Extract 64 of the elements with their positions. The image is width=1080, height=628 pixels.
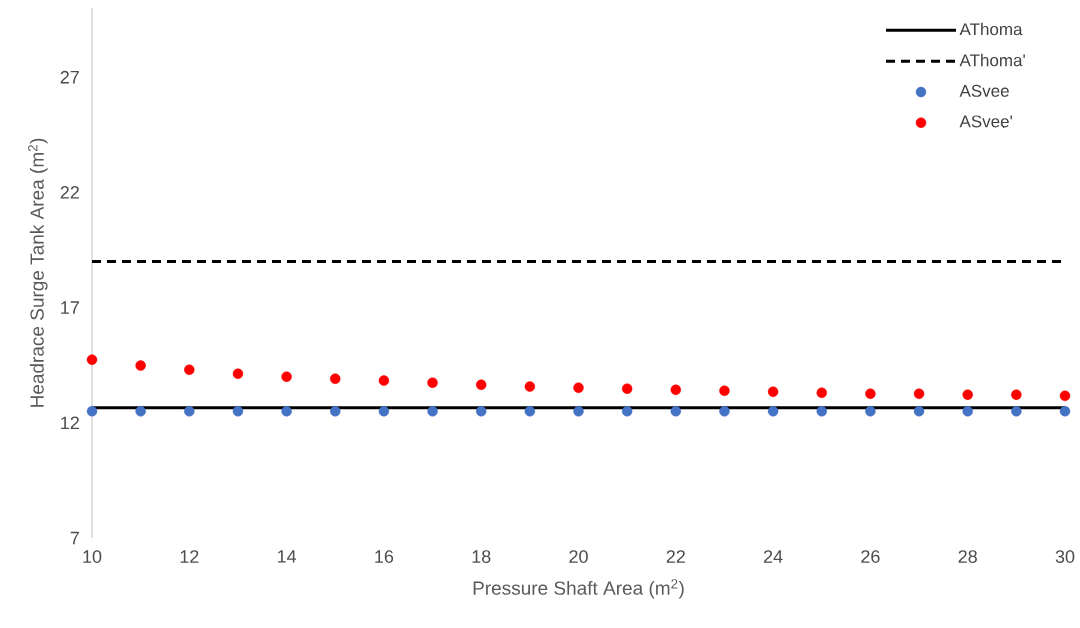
point bbox=[1059, 390, 1071, 402]
point bbox=[281, 406, 292, 417]
x-tick-label: 24 bbox=[764, 550, 783, 563]
y-tick-label: 12 bbox=[61, 416, 79, 430]
point bbox=[330, 373, 341, 384]
point bbox=[184, 406, 195, 417]
point bbox=[232, 368, 244, 379]
point bbox=[913, 388, 925, 399]
x-tick-label: 22 bbox=[666, 550, 685, 563]
point bbox=[86, 406, 98, 417]
legend-label: AThoma' bbox=[959, 53, 1025, 67]
point bbox=[281, 371, 292, 382]
point bbox=[670, 406, 681, 417]
point bbox=[573, 406, 584, 417]
point bbox=[1059, 406, 1071, 417]
x-tick-label: 18 bbox=[472, 550, 491, 563]
point bbox=[476, 406, 487, 417]
point bbox=[135, 360, 146, 371]
point bbox=[816, 387, 827, 399]
point bbox=[865, 388, 876, 399]
point bbox=[330, 406, 341, 417]
point bbox=[670, 384, 681, 396]
point bbox=[86, 354, 98, 365]
point bbox=[719, 406, 730, 417]
point bbox=[476, 379, 487, 390]
point bbox=[865, 406, 876, 417]
legend-label: ASvee bbox=[959, 84, 1009, 97]
point bbox=[232, 406, 244, 417]
y-tick-label: 17 bbox=[61, 301, 79, 314]
x-axis-title: Pressure Shaft Area (m$^{2}$) bbox=[473, 579, 684, 599]
point bbox=[427, 377, 438, 388]
point bbox=[816, 406, 827, 417]
point bbox=[427, 406, 438, 417]
x-tick-label: 10 bbox=[83, 550, 102, 563]
y-axis-title: Headrace Surge Tank Area (m$^{2}$) bbox=[28, 138, 48, 407]
point bbox=[962, 389, 973, 400]
y-tick-label: 27 bbox=[60, 70, 79, 84]
point bbox=[913, 406, 925, 417]
x-tick-label: 14 bbox=[277, 550, 297, 563]
point bbox=[135, 406, 146, 417]
y-tick-label: 7 bbox=[70, 531, 79, 545]
point bbox=[378, 375, 390, 386]
x-tick-label: 16 bbox=[375, 550, 394, 563]
x-tick-label: 20 bbox=[569, 550, 588, 563]
point bbox=[621, 383, 633, 394]
point bbox=[767, 406, 779, 417]
point bbox=[767, 386, 779, 397]
point bbox=[378, 406, 390, 417]
point bbox=[1011, 406, 1022, 417]
x-tick-label: 28 bbox=[958, 550, 977, 563]
point bbox=[573, 382, 584, 393]
point bbox=[621, 406, 633, 417]
point bbox=[1011, 389, 1022, 400]
legend-label: ASvee' bbox=[959, 115, 1012, 128]
point bbox=[962, 406, 973, 417]
y-tick-label: 22 bbox=[60, 186, 79, 199]
point bbox=[524, 406, 536, 417]
point bbox=[184, 364, 195, 375]
point bbox=[524, 381, 536, 392]
point bbox=[719, 385, 730, 396]
x-tick-label: 30 bbox=[1055, 550, 1075, 563]
x-tick-label: 12 bbox=[180, 550, 199, 563]
legend-label: AThoma bbox=[959, 22, 1023, 36]
x-tick-label: 26 bbox=[861, 550, 880, 563]
